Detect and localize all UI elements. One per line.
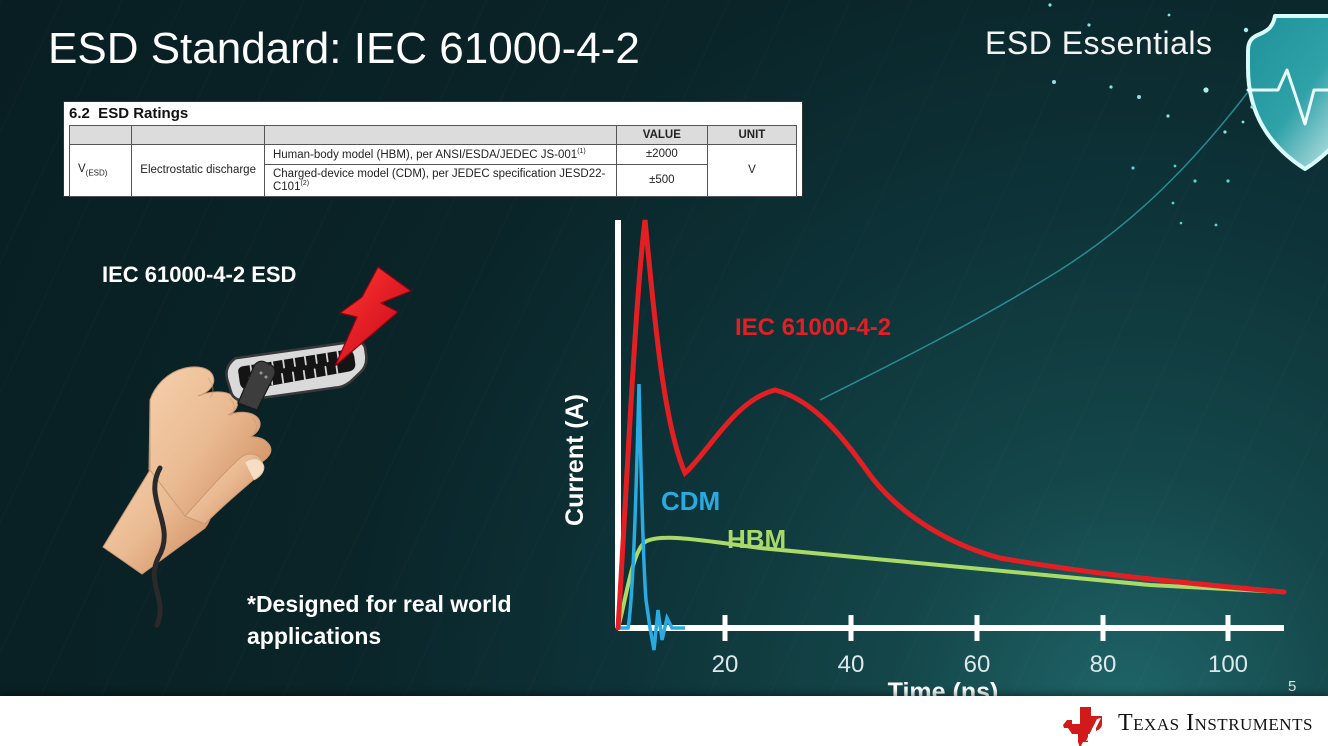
svg-text:40: 40 — [838, 651, 865, 678]
svg-text:60: 60 — [964, 651, 991, 678]
svg-text:IEC 61000-4-2: IEC 61000-4-2 — [735, 314, 891, 341]
svg-text:100: 100 — [1208, 651, 1248, 678]
svg-text:80: 80 — [1090, 651, 1117, 678]
svg-text:Current (A): Current (A) — [561, 394, 589, 526]
svg-text:CDM: CDM — [661, 486, 720, 516]
svg-text:20: 20 — [712, 651, 739, 678]
svg-text:HBM: HBM — [727, 524, 786, 554]
